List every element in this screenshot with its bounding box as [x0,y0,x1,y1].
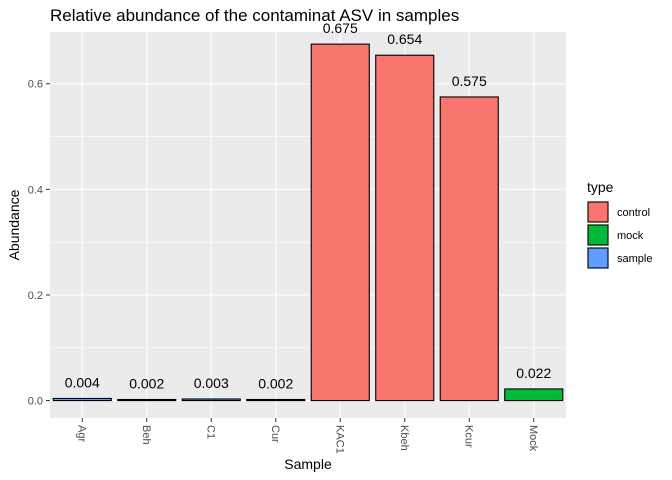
data-label: 0.654 [387,31,422,47]
data-label: 0.002 [129,376,164,392]
y-tick-label: 0.6 [28,79,43,91]
y-tick-label: 0.0 [28,396,43,408]
y-axis: 0.0 0.2 0.4 0.6 [28,79,50,408]
grid-lines [50,32,566,418]
x-axis-label: Sample [284,456,332,472]
legend-swatch-mock [587,224,609,246]
x-axis: Agr Beh C1 Cur KAC1 Kbeh Kcur Mock [75,418,539,454]
bar-kcur [439,96,499,402]
bar-agr [52,397,112,402]
x-tick-label: KAC1 [333,425,345,454]
x-tick-label: Beh [140,425,152,445]
x-tick-label: Agr [75,425,87,442]
legend: type control mock sample [587,179,652,269]
x-tick-label: Kcur [462,425,474,448]
x-tick-label: Cur [269,425,281,443]
y-axis-label: Abundance [6,189,22,260]
x-tick-label: Mock [527,425,539,452]
legend-title: type [587,179,614,195]
bar-kac1 [310,43,370,402]
legend-label-mock: mock [617,230,644,242]
data-label: 0.675 [323,20,358,36]
bar-c1 [181,398,241,402]
data-label: 0.002 [258,376,293,392]
legend-swatch-control [587,201,609,223]
y-tick-label: 0.2 [28,290,43,302]
data-label: 0.004 [65,374,100,390]
x-tick-label: C1 [204,425,216,439]
x-tick-label: Kbeh [398,425,410,451]
bars-group: 0.004 0.002 0.003 0.002 0.675 0.654 0.575 0.022 [52,20,564,402]
legend-label-control: control [617,207,650,219]
data-label: 0.003 [194,375,229,391]
legend-label-sample: sample [617,253,652,265]
y-tick-label: 0.4 [28,184,43,196]
chart-title: Relative abundance of the contaminat ASV… [50,6,459,25]
legend-swatch-sample [587,247,609,269]
data-label: 0.022 [516,365,551,381]
bar-cur [246,398,306,402]
bar-mock [504,388,564,402]
data-label: 0.575 [452,73,487,89]
bar-beh [117,398,177,402]
bar-kbeh [375,54,435,402]
